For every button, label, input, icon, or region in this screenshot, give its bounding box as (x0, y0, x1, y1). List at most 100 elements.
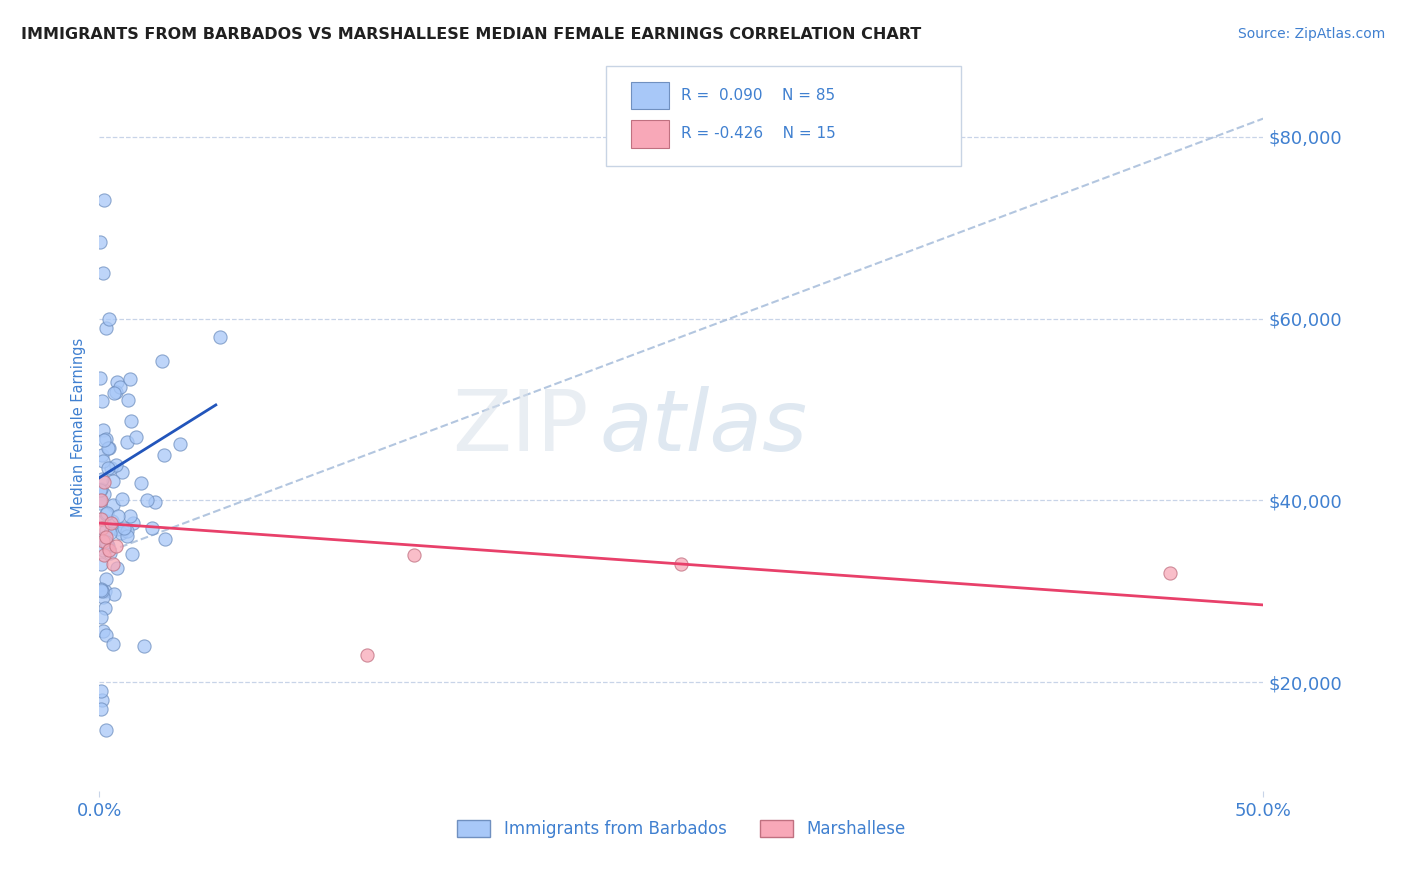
Point (97, 539, 120, 553)
Point (104, 539, 127, 553)
Point (101, 475, 124, 489)
Point (131, 475, 153, 490)
Point (169, 437, 191, 451)
Y-axis label: Median Female Earnings: Median Female Earnings (72, 338, 86, 517)
Point (101, 515, 124, 529)
Point (93, 542, 115, 557)
Point (110, 525, 132, 540)
Point (671, 557, 693, 571)
Point (90, 511, 112, 525)
Point (91, 423, 114, 437)
Point (90, 582, 112, 597)
Point (107, 509, 129, 524)
Point (103, 386, 125, 401)
Point (90, 684, 112, 698)
Point (96, 507, 118, 521)
Text: ZIP: ZIP (451, 386, 588, 469)
Point (89, 371, 111, 385)
Point (90, 521, 112, 535)
Point (100, 516, 122, 530)
Point (134, 640, 156, 654)
Point (90, 493, 112, 508)
Point (356, 648, 378, 662)
Point (90, 584, 112, 599)
Point (97, 543, 120, 558)
Point (93, 194, 115, 208)
Point (121, 547, 143, 561)
Point (90, 482, 112, 496)
Point (89, 493, 111, 508)
Point (91, 394, 114, 409)
Point (96, 535, 118, 549)
Point (105, 561, 128, 575)
Point (96, 320, 118, 334)
Point (90, 473, 112, 487)
Point (141, 521, 163, 535)
Point (120, 509, 142, 524)
Point (89, 235, 111, 249)
FancyBboxPatch shape (631, 120, 668, 148)
Point (115, 524, 138, 538)
Point (121, 516, 143, 530)
Point (90, 557, 112, 571)
Point (108, 379, 131, 393)
Point (89, 483, 111, 497)
Point (90, 582, 112, 597)
Point (112, 521, 135, 535)
Point (98, 526, 121, 541)
Point (94, 584, 117, 599)
Point (125, 429, 148, 443)
Point (153, 448, 176, 462)
Point (93, 433, 115, 447)
Point (111, 491, 134, 506)
Point (209, 330, 232, 344)
Point (115, 435, 138, 450)
FancyBboxPatch shape (631, 81, 668, 109)
Point (91, 590, 114, 604)
Point (100, 461, 122, 475)
Point (115, 529, 138, 543)
Point (1159, 566, 1181, 580)
Point (117, 392, 139, 407)
Point (97, 311, 120, 326)
Point (91, 534, 114, 549)
Point (93, 475, 115, 490)
Text: IMMIGRANTS FROM BARBADOS VS MARSHALLESE MEDIAN FEMALE EARNINGS CORRELATION CHART: IMMIGRANTS FROM BARBADOS VS MARSHALLESE … (21, 27, 921, 42)
Point (150, 354, 173, 368)
Point (93, 487, 115, 501)
Legend: Immigrants from Barbados, Marshallese: Immigrants from Barbados, Marshallese (450, 814, 912, 845)
Point (103, 557, 125, 571)
Point (105, 385, 128, 400)
Point (96, 530, 118, 544)
Point (97, 441, 120, 455)
Point (90, 610, 112, 624)
Point (105, 375, 128, 389)
FancyBboxPatch shape (606, 65, 960, 166)
Point (91, 448, 114, 462)
Point (96, 506, 118, 520)
Point (94, 572, 117, 586)
Text: R =  0.090    N = 85: R = 0.090 N = 85 (682, 87, 835, 103)
Point (91, 624, 114, 639)
Point (90, 693, 112, 707)
Point (135, 492, 157, 507)
Point (105, 522, 128, 536)
Point (143, 495, 166, 509)
Text: R = -0.426    N = 15: R = -0.426 N = 15 (682, 127, 837, 141)
Point (402, 548, 425, 562)
Point (90, 702, 112, 716)
Point (111, 465, 134, 479)
Point (120, 413, 142, 427)
Point (153, 532, 176, 546)
Point (101, 637, 124, 651)
Point (91, 453, 114, 467)
Point (105, 458, 128, 472)
Point (118, 372, 141, 386)
Text: Source: ZipAtlas.com: Source: ZipAtlas.com (1237, 27, 1385, 41)
Point (103, 587, 125, 601)
Point (103, 499, 125, 513)
Text: atlas: atlas (600, 386, 808, 469)
Point (91, 266, 114, 280)
Point (93, 548, 115, 562)
Point (93, 513, 115, 527)
